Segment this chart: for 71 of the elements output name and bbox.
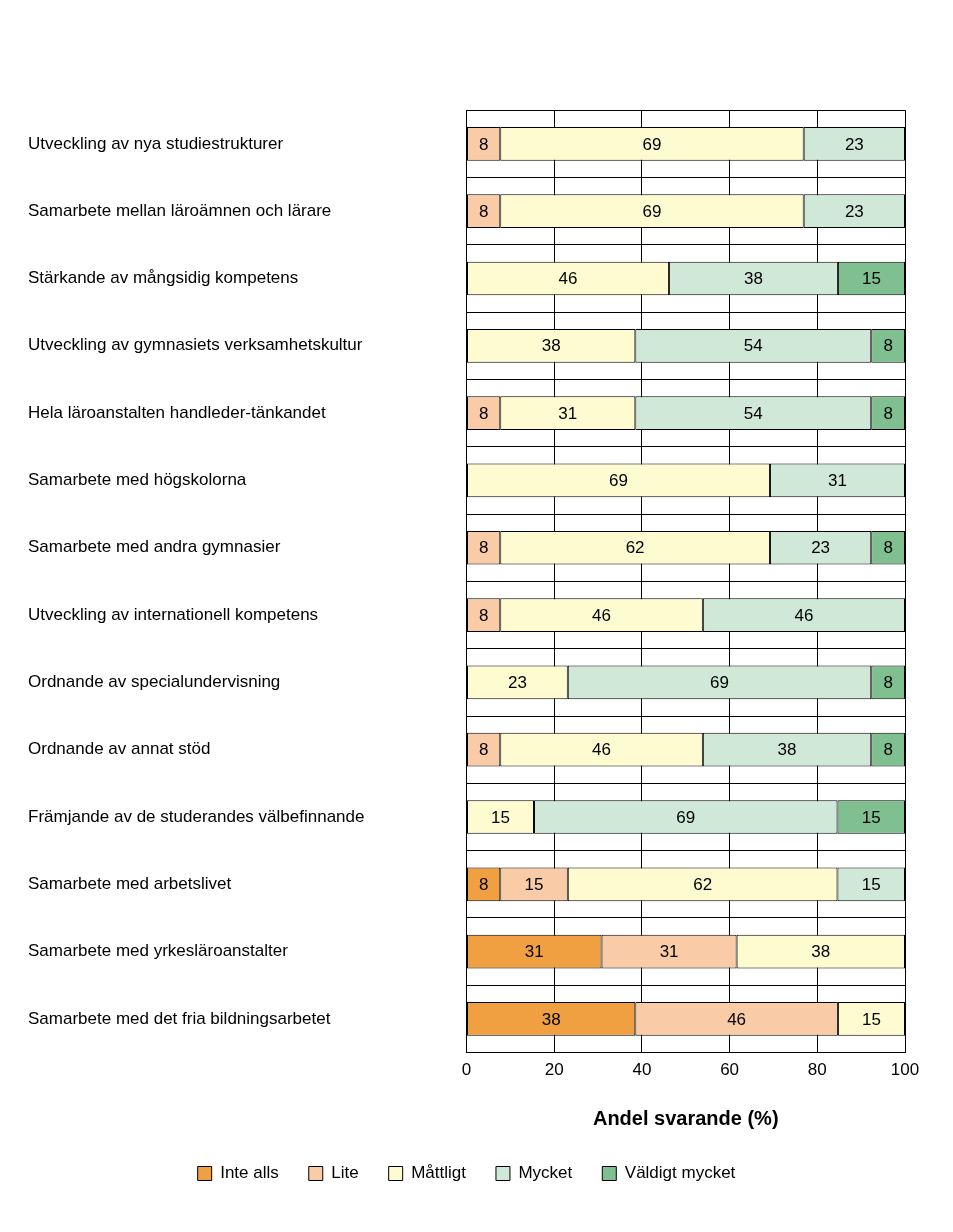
x-tick-label: 20 (544, 1060, 564, 1080)
data-label: 46 (558, 269, 578, 289)
data-label: 46 (592, 605, 612, 625)
x-tick-label: 60 (720, 1060, 740, 1080)
data-label: 69 (609, 471, 628, 491)
data-label: 8 (883, 740, 893, 760)
x-tick-label: 80 (807, 1060, 827, 1080)
data-label: 23 (844, 134, 864, 154)
data-label: 46 (592, 740, 612, 760)
data-label: 54 (743, 403, 763, 423)
data-label: 15 (861, 875, 881, 894)
data-label: 38 (811, 942, 831, 962)
data-label: 8 (478, 740, 489, 760)
y-tick-label: Stärkande av mångsidig kompetens (28, 268, 299, 288)
data-label: 69 (642, 134, 662, 154)
data-label: 69 (642, 201, 662, 221)
y-tick-label: Ordnande av specialundervisning (28, 672, 281, 692)
data-label: 69 (676, 807, 696, 827)
data-label: 8 (478, 201, 489, 221)
data-label: 31 (558, 403, 578, 423)
data-label: 15 (861, 269, 881, 289)
data-label: 8 (883, 403, 893, 423)
data-label: 38 (541, 1009, 561, 1029)
data-label: 8 (883, 673, 893, 693)
data-label: 62 (693, 875, 713, 894)
y-tick-label: Utveckling av gymnasiets verksamhetskultur (28, 335, 363, 355)
x-tick-label: 40 (632, 1060, 652, 1080)
y-tick-label: Samarbete med yrkesläroanstalter (28, 941, 289, 961)
data-label: 38 (541, 336, 561, 356)
legend-label: Lite (331, 1163, 359, 1183)
data-label: 8 (478, 875, 489, 894)
data-label: 23 (507, 673, 527, 693)
y-tick-label: Samarbete med det fria bildningsarbetet (28, 1008, 331, 1028)
data-label: 8 (883, 336, 893, 356)
legend-label: Väldigt mycket (624, 1163, 736, 1183)
legend-label: Inte alls (220, 1163, 279, 1183)
data-label: 15 (861, 807, 881, 827)
data-label: 8 (883, 538, 893, 558)
data-label: 8 (478, 538, 489, 558)
data-label: 23 (844, 201, 864, 221)
data-label: 54 (743, 336, 763, 356)
data-label: 62 (625, 538, 645, 558)
x-tick-label: 0 (461, 1060, 472, 1080)
y-tick-label: Samarbete med andra gymnasier (28, 537, 281, 557)
y-tick-label: Hela läroanstalten handleder-tänkandet (28, 402, 326, 422)
x-axis-title: Andel svarande (%) (592, 1106, 779, 1129)
data-label: 38 (744, 269, 763, 289)
y-tick-label: Samarbete med högskolorna (28, 470, 247, 490)
y-tick-label: Utveckling av internationell kompetens (28, 604, 319, 624)
y-tick-label: Ordnande av annat stöd (28, 739, 211, 759)
y-tick-label: Samarbete med arbetslivet (28, 874, 232, 893)
data-label: 8 (478, 403, 489, 423)
data-label: 15 (524, 875, 544, 894)
y-tick-label: Utveckling av nya studiestrukturer (28, 133, 284, 153)
data-label: 8 (478, 605, 489, 625)
data-label: 8 (478, 134, 489, 154)
data-label: 15 (861, 1009, 881, 1029)
data-label: 46 (794, 605, 814, 625)
y-tick-label: Samarbete mellan läroämnen och lärare (28, 200, 332, 220)
data-label: 38 (777, 740, 797, 760)
data-label: 23 (811, 538, 831, 558)
data-label: 31 (828, 471, 847, 491)
data-label: 31 (524, 942, 544, 962)
data-label: 31 (659, 942, 679, 962)
y-tick-label: Främjande av de studerandes välbefinnande (28, 806, 365, 826)
data-label: 15 (491, 807, 510, 827)
data-label: 69 (710, 673, 729, 693)
legend-label: Måttligt (411, 1163, 467, 1183)
x-tick-label: 100 (890, 1060, 920, 1080)
legend-label: Mycket (518, 1163, 573, 1183)
data-label: 46 (727, 1009, 747, 1029)
